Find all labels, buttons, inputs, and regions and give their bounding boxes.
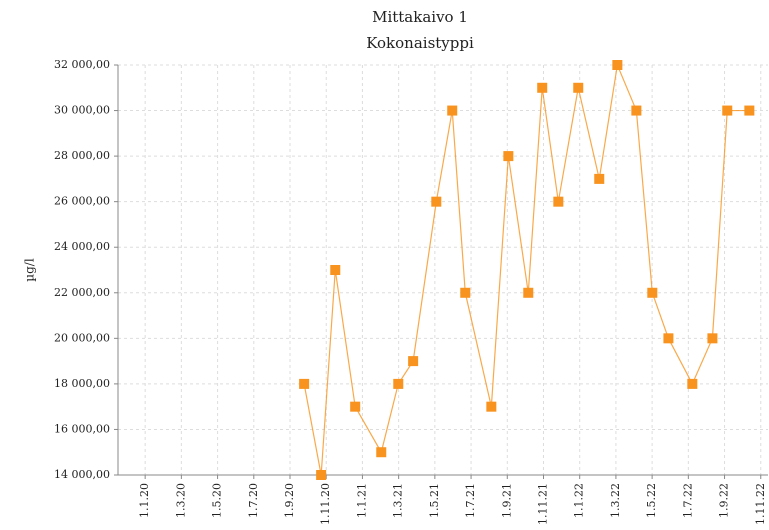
point <box>350 401 361 412</box>
point <box>523 287 534 298</box>
x-tick-label: 1.9.20 <box>283 483 296 518</box>
x-tick-label: 1.9.22 <box>718 483 731 518</box>
point <box>612 60 623 70</box>
point <box>447 105 458 116</box>
point <box>431 196 442 207</box>
y-tick-label: 26 000,00 <box>54 195 110 208</box>
x-tick-label: 1.3.22 <box>609 483 622 518</box>
x-tick-label: 1.7.21 <box>464 483 477 518</box>
y-tick-label: 24 000,00 <box>54 240 110 253</box>
x-tick-label: 1.5.20 <box>211 483 224 518</box>
x-tick-label: 1.3.21 <box>392 483 405 518</box>
x-tick-label: 1.11.21 <box>536 483 549 525</box>
y-tick-label: 16 000,00 <box>54 422 110 435</box>
point <box>393 378 404 389</box>
point <box>744 105 755 116</box>
point <box>299 378 310 389</box>
point <box>503 151 514 162</box>
point <box>687 378 698 389</box>
point <box>573 82 584 93</box>
point <box>486 401 497 412</box>
y-tick-label: 14 000,00 <box>54 468 110 481</box>
point <box>722 105 733 116</box>
x-tick-label: 1.5.22 <box>645 483 658 518</box>
x-tick-label: 1.7.22 <box>681 483 694 518</box>
y-tick-label: 20 000,00 <box>54 331 110 344</box>
point <box>408 356 419 367</box>
series-line <box>303 62 750 476</box>
x-tick-label: 1.1.21 <box>355 483 368 518</box>
chart-title: Mittakaivo 1 <box>372 8 468 26</box>
x-tick-label: 1.11.22 <box>754 483 767 525</box>
x-tick-label: 1.3.20 <box>174 483 187 518</box>
point <box>330 265 341 275</box>
point <box>316 470 327 480</box>
x-tick-label: 1.1.22 <box>573 483 586 518</box>
point <box>537 82 548 93</box>
x-tick-label: 1.5.21 <box>428 483 441 518</box>
y-tick-label: 28 000,00 <box>54 149 110 162</box>
chart-subtitle: Kokonaistyppi <box>366 34 474 52</box>
y-tick-label: 32 000,00 <box>54 58 110 71</box>
y-tick-label: 30 000,00 <box>54 104 110 117</box>
point <box>376 447 387 458</box>
x-tick-label: 1.9.21 <box>500 483 513 518</box>
x-tick-label: 1.11.20 <box>319 483 332 525</box>
point <box>631 105 642 116</box>
x-tick-label: 1.1.20 <box>138 483 151 518</box>
y-axis-label: µg/l <box>23 258 37 282</box>
x-tick-label: 1.7.20 <box>247 483 260 518</box>
point <box>663 333 674 344</box>
point <box>594 173 605 184</box>
point <box>707 333 718 344</box>
point <box>460 287 471 298</box>
point <box>553 196 564 207</box>
point <box>647 287 658 298</box>
y-tick-label: 18 000,00 <box>54 377 110 390</box>
y-tick-label: 22 000,00 <box>54 286 110 299</box>
